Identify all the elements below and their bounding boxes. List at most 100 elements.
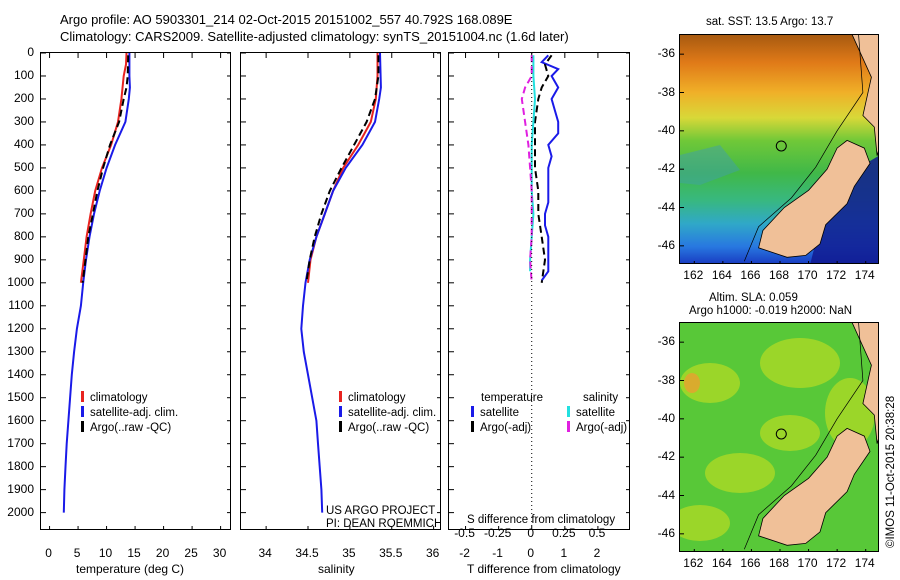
sst-map-svg [680, 35, 878, 263]
x-tick-label: 35 [342, 546, 356, 560]
y-tick-label: 1500 [7, 389, 34, 404]
title-line-1: Argo profile: AO 5903301_214 02-Oct-2015… [60, 12, 513, 27]
series-line-t-argo-adj- [534, 54, 553, 283]
legend-title: salinity [583, 392, 619, 404]
salinity-plot: climatology satellite-adj. clim. Argo(..… [240, 52, 441, 530]
map-y-tick-label: -44 [657, 199, 675, 214]
sst-map-title: sat. SST: 13.5 Argo: 13.7 [706, 16, 834, 28]
legend-item-argo: Argo(..raw -QC) [339, 421, 436, 436]
temperature-xlabel: temperature (deg C) [76, 562, 185, 576]
argo-position-marker [775, 140, 787, 152]
y-tick-label: 600 [13, 182, 34, 197]
sla-anomaly [680, 505, 730, 541]
credit-text: ©IMOS 11-Oct-2015 20:38:28 [885, 395, 897, 548]
sla-map-svg [680, 323, 878, 551]
temperature-diff-legend: temperature satellite Argo(-adj) [471, 391, 543, 436]
x-tick-label: 34 [258, 546, 272, 560]
y-tick-label: 400 [13, 136, 34, 151]
x-tick-label: 0 [45, 546, 52, 560]
map-x-tick-label: 168 [768, 556, 790, 570]
x-tick-label: 5 [73, 546, 81, 560]
sla-anomaly [760, 338, 840, 388]
bathymetry-contour [743, 35, 864, 262]
map-x-tick-label: 170 [797, 556, 818, 570]
y-tick-label: 100 [13, 67, 34, 82]
y-tick-label: 2000 [7, 504, 34, 519]
legend-item-argo: Argo(..raw -QC) [81, 421, 178, 436]
legend-swatch-red [81, 391, 84, 402]
x-tick-label: 0 [527, 546, 535, 560]
t-diff-xlabel: T difference from climatology [467, 562, 621, 576]
pi-name: PI: DEAN ROEMMICH [326, 518, 441, 530]
difference-plot-svg [449, 53, 629, 529]
legend-label: satellite-adj. clim. [348, 407, 437, 419]
salinity-plot-svg [241, 53, 440, 529]
south-island-land [758, 427, 871, 546]
legend-label: satellite-adj. clim. [90, 407, 179, 419]
sla-map-subtitle: Argo h1000: -0.019 h2000: NaN [689, 305, 853, 317]
legend-item-climatology: climatology [339, 391, 436, 406]
legend-swatch-cyan [567, 406, 570, 417]
legend-swatch-magenta [567, 421, 570, 432]
s-tick-label: 0 [527, 526, 535, 540]
title-line-2: Climatology: CARS2009. Satellite-adjuste… [60, 29, 569, 44]
map-y-tick-label: -36 [657, 46, 675, 61]
series-line-s-argo-adj- [520, 55, 533, 283]
sla-anomaly [760, 415, 820, 451]
y-tick-label: 1600 [7, 412, 34, 427]
map-x-tick-label: 166 [740, 268, 761, 282]
north-island-land [851, 35, 878, 156]
legend-label: Argo(-adj) [480, 422, 532, 434]
legend-label: climatology [90, 392, 148, 404]
legend-item-satellite-adj: satellite-adj. clim. [339, 406, 436, 421]
project-name: US ARGO PROJECT [326, 505, 436, 517]
cold-water-patch [810, 156, 878, 263]
map-y-tick-label: -40 [657, 410, 675, 425]
south-island-land [758, 139, 871, 258]
salinity-diff-legend: salinity satellite Argo(-adj) [567, 391, 627, 436]
sla-anomaly [705, 453, 775, 493]
sla-high [684, 373, 700, 393]
sla-anomaly [825, 378, 875, 448]
y-tick-label: 1900 [7, 481, 34, 496]
y-tick-label: 800 [13, 228, 34, 243]
series-line-argo-raw-qc- [81, 55, 130, 283]
map-x-tick-label: 170 [797, 268, 818, 282]
temperature-legend: climatology satellite-adj. clim. Argo(..… [81, 391, 178, 436]
map-y-tick-label: -38 [657, 84, 675, 99]
map-x-tick-label: 164 [711, 268, 732, 282]
x-tick-label: 1 [560, 546, 568, 560]
map-y-tick-label: -42 [657, 161, 675, 176]
map-x-tick-label: 162 [683, 556, 704, 570]
sst-patch [680, 145, 740, 185]
y-tick-label: 1100 [8, 297, 34, 312]
series-line-argo-raw-qc- [305, 55, 380, 283]
series-line-satellite-adj-clim- [300, 53, 382, 513]
map-y-tick-label: -44 [657, 487, 675, 502]
y-tick-label: 500 [13, 159, 34, 174]
legend-item-s-satellite: satellite [567, 406, 627, 421]
map-y-tick-label: -36 [657, 334, 675, 349]
y-tick-label: 1800 [7, 458, 34, 473]
legend-label: Argo(..raw -QC) [90, 422, 172, 434]
series-line-t-satellite [539, 54, 560, 282]
s-tick-label: 0.5 [588, 526, 606, 540]
series-line-climatology [307, 53, 379, 283]
map-x-tick-label: 174 [854, 556, 875, 570]
x-tick-label: 15 [127, 546, 141, 560]
map-x-tick-label: 172 [826, 268, 847, 282]
y-tick-label: 900 [13, 251, 34, 266]
legend-label: satellite [576, 407, 615, 419]
map-y-tick-label: -42 [657, 449, 675, 464]
legend-swatch-red [339, 391, 342, 402]
difference-plot: temperature satellite Argo(-adj) salinit… [448, 52, 630, 530]
legend-swatch-black [339, 421, 342, 432]
s-tick-label: -0.25 [483, 526, 512, 540]
legend-swatch-blue [471, 406, 474, 417]
y-tick-label: 1700 [7, 435, 34, 450]
y-tick-label: 700 [13, 205, 34, 220]
legend-title: temperature [481, 392, 544, 404]
map-x-tick-label: 172 [826, 556, 847, 570]
x-tick-label: 2 [593, 546, 601, 560]
map-y-tick-label: -40 [657, 122, 675, 137]
